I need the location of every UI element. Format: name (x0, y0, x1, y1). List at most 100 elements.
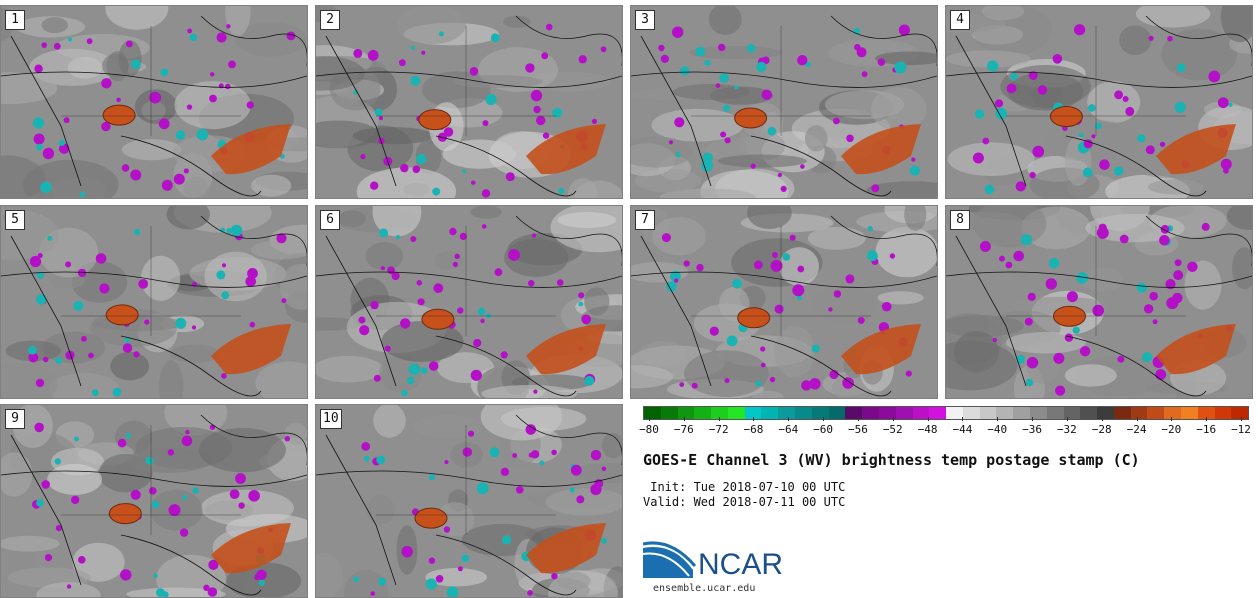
figure-title: GOES-E Channel 3 (WV) brightness temp po… (643, 451, 1140, 469)
map-panel: 3 (630, 5, 938, 199)
map-panel: 4 (945, 5, 1253, 199)
map-panel: 10 (315, 404, 623, 598)
colorbar-tick-mark (892, 417, 894, 421)
colorbar-tick-label: −60 (813, 423, 834, 436)
colorbar-swatch (711, 407, 728, 419)
panel-number-label: 1 (5, 10, 25, 30)
colorbar-swatch (895, 407, 913, 419)
colorbar-tick-label: −68 (743, 423, 764, 436)
colorbar-tick-label: −64 (778, 423, 799, 436)
colorbar-swatch (1164, 407, 1181, 419)
map-panel: 1 (0, 5, 308, 199)
colorbar-swatch (778, 407, 796, 419)
colorbar-swatch (845, 407, 863, 419)
colorbar-swatch (1029, 407, 1047, 419)
map-panel: 6 (315, 205, 623, 399)
colorbar-swatch (727, 407, 745, 419)
ncar-logo-icon (643, 541, 697, 578)
colorbar-tick-mark (649, 417, 650, 421)
ncar-logo-text: NCAR (698, 548, 784, 581)
panel-number-label: 2 (320, 10, 340, 30)
panel-number-label: 3 (635, 10, 655, 30)
colorbar-swatch (996, 407, 1014, 419)
colorbar-swatch (1130, 407, 1148, 419)
colorbar-swatch (811, 407, 829, 419)
colorbar-swatch (1046, 407, 1064, 419)
colorbar-tick-mark (1241, 417, 1242, 421)
colorbar-tick-label: −40 (987, 423, 1008, 436)
valid-time: Valid: Wed 2018-07-11 00 UTC (643, 495, 846, 509)
colorbar-tick-mark (1066, 417, 1068, 421)
colorbar-swatch (1080, 407, 1098, 419)
colorbar-swatch (644, 407, 661, 419)
colorbar-swatch (1181, 407, 1198, 419)
colorbar-tick-label: −72 (708, 423, 729, 436)
colorbar-swatch (1013, 407, 1030, 419)
colorbar-tick-mark (1171, 417, 1173, 421)
colorbar-swatch (1147, 407, 1165, 419)
init-time: Init: Tue 2018-07-10 00 UTC (643, 480, 846, 494)
colorbar (643, 406, 1249, 420)
panel-number-label: 8 (950, 210, 970, 230)
colorbar-swatch (862, 407, 879, 419)
map-panel: 2 (315, 5, 623, 199)
colorbar-swatch (1063, 407, 1081, 419)
colorbar-swatch (1197, 407, 1215, 419)
colorbar-swatch (878, 407, 896, 419)
colorbar-tick-label: −56 (848, 423, 868, 436)
panel-number-label: 5 (5, 210, 25, 230)
map-panel: 5 (0, 205, 308, 399)
panel-number-label: 6 (320, 210, 340, 230)
colorbar-ticks: −80 −76 −72 −68 −64 −60 −56 −52 −48 −44 −40 −36 −32 −… (639, 417, 1251, 437)
colorbar-swatch (795, 407, 812, 419)
colorbar-tick-label: −20 (1161, 423, 1182, 436)
colorbar-tick-mark (1032, 417, 1034, 421)
colorbar-tick-label: −44 (952, 423, 973, 436)
colorbar-swatch (946, 407, 963, 419)
map-panel: 8 (945, 205, 1253, 399)
panel-number-label: 7 (635, 210, 655, 230)
colorbar-tick-mark (962, 417, 964, 421)
colorbar-tick-mark (683, 417, 685, 421)
colorbar-tick-mark (1206, 417, 1208, 421)
colorbar-tick-label: −12 (1231, 423, 1251, 436)
map-panel: 9 (0, 404, 308, 598)
colorbar-tick-label: −48 (917, 423, 938, 436)
colorbar-swatch (929, 407, 947, 419)
colorbar-tick-mark (1136, 417, 1138, 421)
colorbar-tick-label: −32 (1056, 423, 1077, 436)
colorbar-tick-mark (997, 417, 999, 421)
colorbar-tick-label: −80 (639, 423, 659, 436)
colorbar-swatch (828, 407, 846, 419)
colorbar-tick-label: −76 (673, 423, 694, 436)
colorbar-swatch (962, 407, 980, 419)
colorbar-swatch (677, 407, 695, 419)
colorbar-tick-mark (1101, 417, 1103, 421)
colorbar-tick-mark (857, 417, 859, 421)
colorbar-swatch (660, 407, 678, 419)
colorbar-tick-mark (823, 417, 825, 421)
colorbar-swatch (912, 407, 930, 419)
colorbar-tick-label: −36 (1022, 423, 1042, 436)
colorbar-tick-label: −16 (1196, 423, 1217, 436)
colorbar-swatch (1113, 407, 1131, 419)
map-panel: 7 (630, 205, 938, 399)
colorbar-swatch (1214, 407, 1232, 419)
colorbar-tick-mark (718, 417, 720, 421)
panel-number-label: 10 (320, 409, 342, 429)
website-url: ensemble.ucar.edu (653, 583, 756, 594)
colorbar-swatch (744, 407, 762, 419)
colorbar-tick-label: −52 (882, 423, 903, 436)
colorbar-tick-label: −24 (1126, 423, 1147, 436)
colorbar-swatch (1231, 407, 1249, 419)
colorbar-tick-mark (788, 417, 790, 421)
colorbar-tick-mark (927, 417, 929, 421)
colorbar-swatch (1097, 407, 1114, 419)
colorbar-tick-mark (753, 417, 755, 421)
colorbar-tick-label: −28 (1091, 423, 1112, 436)
colorbar-swatch (979, 407, 997, 419)
colorbar-swatch (694, 407, 712, 419)
panel-number-label: 4 (950, 10, 970, 30)
panel-number-label: 9 (5, 409, 25, 429)
colorbar-swatch (761, 407, 779, 419)
